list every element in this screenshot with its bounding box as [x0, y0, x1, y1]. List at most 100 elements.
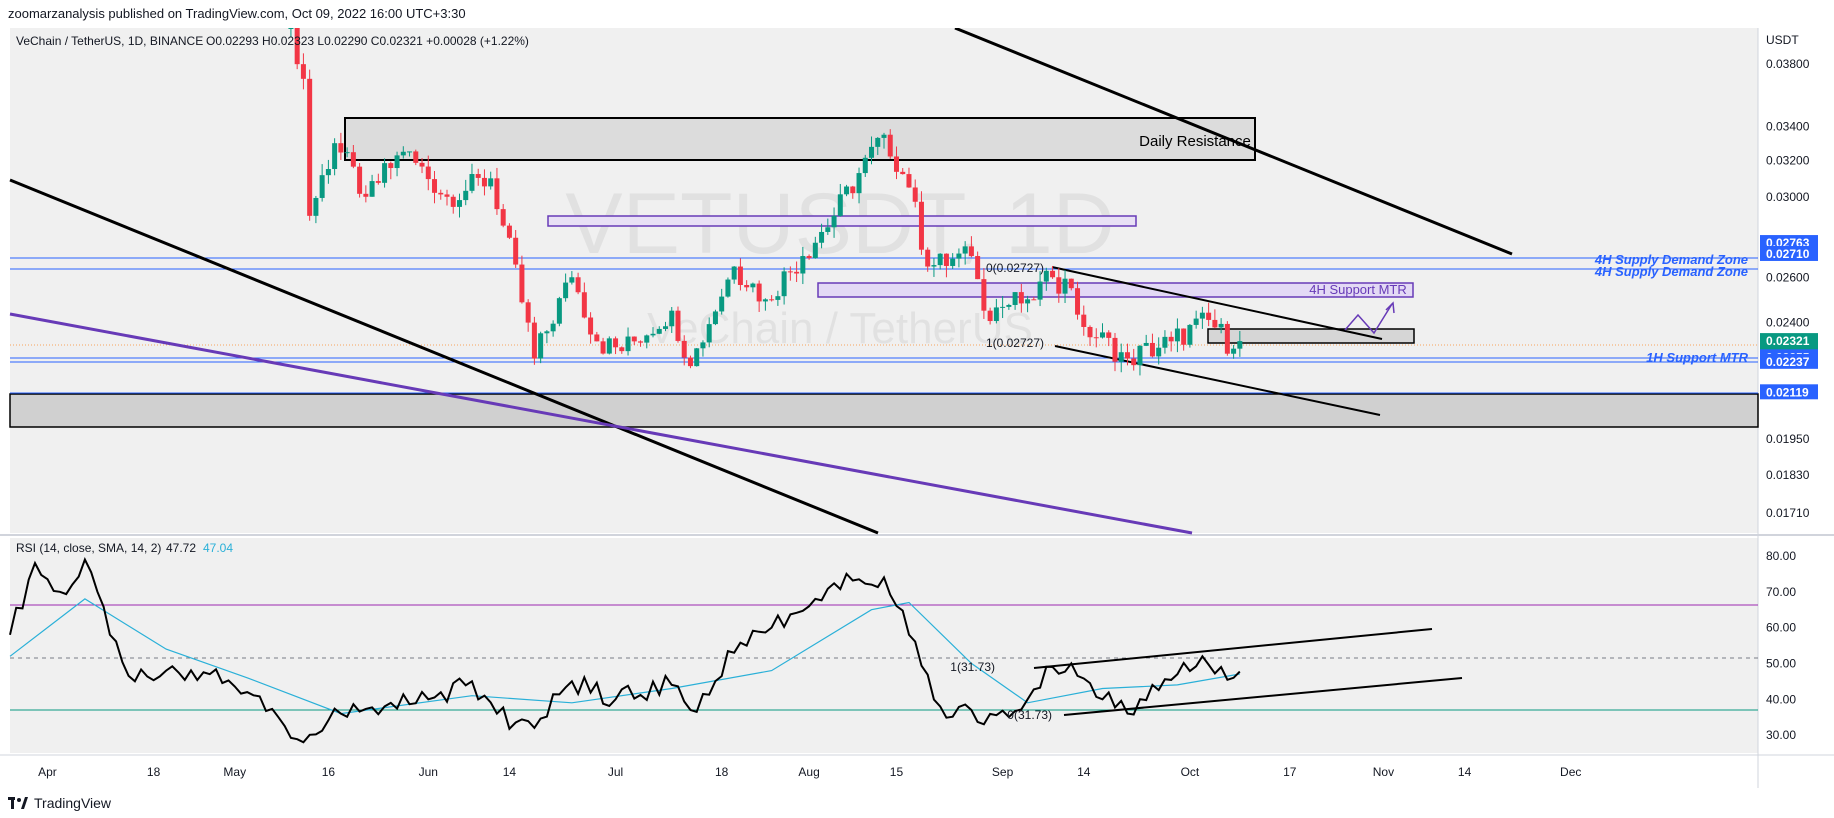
candle-body	[1025, 299, 1030, 303]
candle-body	[769, 299, 774, 300]
rsi-tick-label: 30.00	[1766, 728, 1796, 742]
consolidation-box[interactable]	[1208, 329, 1414, 343]
candle[interactable]	[1187, 324, 1192, 348]
candle[interactable]	[557, 297, 562, 326]
chart-area[interactable]: VETUSDT, 1D VeChain / TetherUS Daily Res…	[0, 28, 1834, 788]
candle-body	[857, 173, 862, 193]
candle-body	[626, 337, 631, 352]
price-tick-label: 0.03400	[1766, 119, 1810, 133]
candle-body	[532, 323, 537, 359]
price-badge: 0.02237	[1760, 354, 1818, 369]
time-axis-label: Nov	[1373, 765, 1394, 779]
candle[interactable]	[532, 317, 537, 365]
candle-body	[807, 256, 812, 258]
candle-body	[825, 227, 830, 232]
candle-body	[788, 271, 793, 272]
footer: TradingView	[0, 788, 1834, 818]
candle-body	[988, 311, 993, 321]
candle-body	[469, 174, 474, 191]
symbol-ohlc: O0.02293 H0.02323 L0.02290 C0.02321 +0.0…	[206, 34, 529, 48]
support-4h-label: 4H Support MTR	[1309, 282, 1407, 297]
price-badge-label: 0.02710	[1766, 247, 1810, 261]
tradingview-logo-icon	[8, 797, 28, 809]
candle-body	[557, 298, 562, 324]
candle-body	[476, 174, 481, 178]
candle[interactable]	[607, 336, 612, 354]
candle-body	[420, 163, 425, 167]
candle-body	[395, 155, 400, 168]
time-axis-label: 14	[503, 765, 517, 779]
support-zone[interactable]	[10, 394, 1758, 427]
candle-body	[1000, 307, 1005, 308]
time-axis-label: 18	[147, 765, 161, 779]
candle-body	[682, 341, 687, 358]
candle-body	[1225, 324, 1230, 354]
candle-body	[738, 267, 743, 285]
candle[interactable]	[1225, 321, 1230, 356]
candle-body	[1237, 341, 1242, 349]
candle-body	[1013, 292, 1018, 305]
time-axis-label: Jun	[419, 765, 438, 779]
candle[interactable]	[713, 310, 718, 325]
candle-body	[850, 187, 855, 194]
chart-svg[interactable]: VETUSDT, 1D VeChain / TetherUS Daily Res…	[0, 28, 1834, 788]
candle-body	[326, 169, 331, 175]
candle-body	[488, 178, 493, 186]
candle-body	[1212, 320, 1217, 328]
candle-body	[869, 147, 874, 158]
price-tick-label: 0.02400	[1766, 315, 1810, 329]
candle-body	[669, 311, 674, 327]
candle-body	[1044, 271, 1049, 282]
candle-body	[632, 337, 637, 342]
candle-body	[607, 338, 612, 353]
candle-body	[931, 265, 936, 266]
candle-body	[613, 338, 618, 347]
candle-body	[551, 324, 556, 332]
candle-body	[1206, 313, 1211, 320]
candle-body	[1063, 279, 1068, 294]
daily-resistance-box[interactable]	[345, 118, 1255, 160]
candle-body	[1019, 292, 1024, 303]
time-axis-label: Sep	[992, 765, 1014, 779]
candle[interactable]	[307, 70, 312, 221]
price-tick-label: 0.01950	[1766, 432, 1810, 446]
candle-body	[657, 329, 662, 334]
candle-body	[501, 209, 506, 226]
candle-body	[663, 326, 668, 329]
candle-body	[688, 358, 693, 367]
candle-body	[900, 172, 905, 174]
price-badge-label: 0.02321	[1766, 334, 1810, 348]
candle-body	[956, 254, 961, 259]
symbol-name: VeChain / TetherUS, 1D, BINANCE	[16, 34, 203, 48]
candle-body	[569, 277, 574, 282]
candle[interactable]	[413, 150, 418, 165]
candle-body	[588, 318, 593, 335]
candle-body	[594, 334, 599, 341]
candle-body	[1175, 329, 1180, 342]
candle[interactable]	[357, 163, 362, 198]
price-badge-label: 0.02237	[1766, 355, 1810, 369]
price-tick-label: 0.01710	[1766, 506, 1810, 520]
candle-body	[800, 256, 805, 273]
candle[interactable]	[538, 332, 543, 363]
candle-body	[1050, 271, 1055, 277]
candle-body	[457, 200, 462, 207]
candle[interactable]	[725, 277, 730, 297]
candle-body	[432, 179, 437, 193]
candle-body	[694, 348, 699, 366]
candle-body	[1144, 343, 1149, 346]
fib-bottom-label: 1(0.02727)	[986, 336, 1044, 350]
candle-body	[644, 335, 649, 342]
price-tick-label: 0.03000	[1766, 190, 1810, 204]
fib-top-label: 0(0.02727)	[986, 261, 1044, 275]
candle[interactable]	[694, 348, 699, 367]
purple-zone-upper[interactable]	[548, 216, 1136, 226]
candle[interactable]	[675, 307, 680, 343]
candle-body	[576, 277, 581, 292]
candle-body	[1219, 324, 1224, 328]
time-axis-label: 14	[1458, 765, 1472, 779]
candle-body	[863, 158, 868, 173]
price-badge: 0.02119	[1760, 384, 1818, 399]
candle-body	[675, 311, 680, 341]
candle-body	[732, 267, 737, 280]
